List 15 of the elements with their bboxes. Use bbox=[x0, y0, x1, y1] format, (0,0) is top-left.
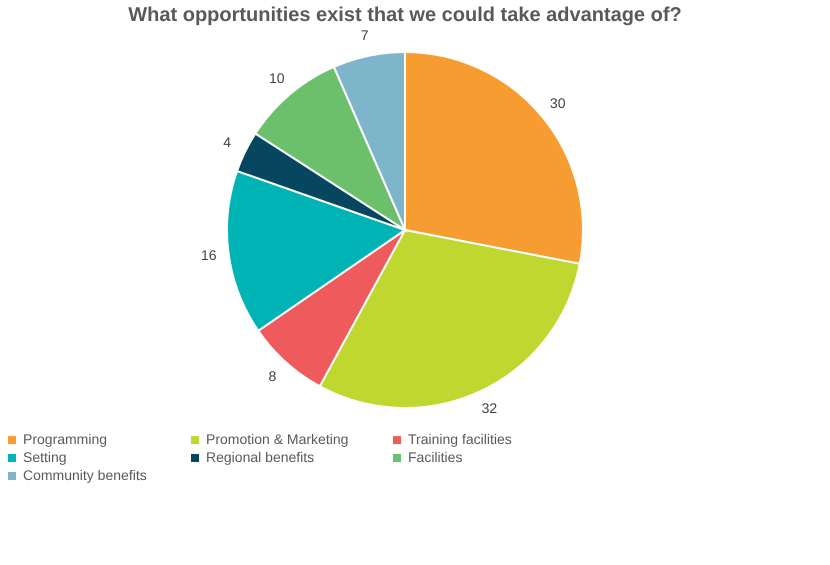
chart-title: What opportunities exist that we could take advantage of? bbox=[128, 4, 682, 26]
data-label: 16 bbox=[200, 247, 217, 264]
data-label: 32 bbox=[482, 400, 498, 416]
legend-label: Promotion & Marketing bbox=[206, 431, 348, 448]
data-label: 30 bbox=[550, 94, 566, 111]
data-label: 8 bbox=[268, 368, 276, 384]
legend-label: Training facilities bbox=[408, 431, 512, 448]
legend-label: Facilities bbox=[408, 449, 462, 465]
data-label: 4 bbox=[223, 134, 232, 150]
data-label: 10 bbox=[268, 70, 285, 86]
legend-label: Setting bbox=[23, 449, 67, 465]
legend-label: Regional benefits bbox=[206, 449, 314, 465]
legend-label: Community benefits bbox=[23, 467, 147, 483]
legend-label: Programming bbox=[23, 431, 108, 448]
data-label: 7 bbox=[360, 27, 369, 44]
